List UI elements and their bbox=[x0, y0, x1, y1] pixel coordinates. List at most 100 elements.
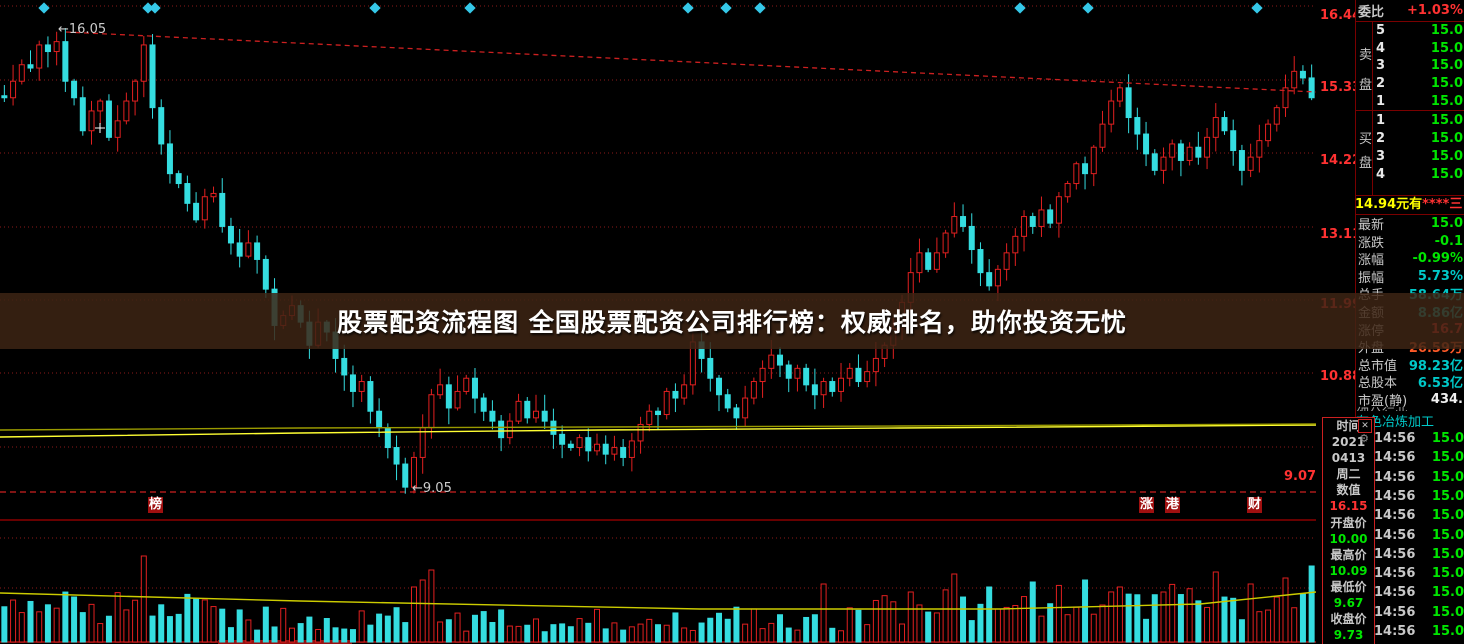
volume-bar bbox=[707, 617, 714, 643]
candle-body bbox=[541, 410, 548, 422]
candle-body bbox=[1273, 107, 1280, 125]
candle-body bbox=[646, 410, 653, 425]
tick-row[interactable]: 14:56 15.0 bbox=[1374, 585, 1464, 600]
tick-price: 15.0 bbox=[1431, 450, 1464, 466]
tick-row[interactable]: 14:56 15.0 bbox=[1374, 624, 1464, 639]
tick-row[interactable]: 14:56 15.0 bbox=[1374, 450, 1464, 465]
panel-line: 9.73 bbox=[1333, 628, 1364, 643]
buy-row[interactable]: 2 15.0 bbox=[1355, 129, 1464, 147]
volume-bar bbox=[62, 591, 69, 643]
candle-body bbox=[977, 249, 984, 274]
volume-bar bbox=[541, 631, 548, 643]
candle-body bbox=[498, 420, 505, 439]
marquee-char: 涨 bbox=[1139, 497, 1155, 513]
candle-body bbox=[36, 44, 43, 69]
panel-line: 2021 bbox=[1331, 435, 1366, 450]
candle-body bbox=[27, 64, 34, 69]
sell-row[interactable]: 4 15.0 bbox=[1355, 40, 1464, 58]
candle-body bbox=[384, 427, 391, 449]
candle-body bbox=[1247, 156, 1254, 171]
volume-bar bbox=[925, 611, 932, 643]
volume-bar bbox=[655, 624, 661, 643]
tick-row[interactable]: 14:56 15.0 bbox=[1374, 547, 1464, 562]
candle-body bbox=[149, 44, 156, 109]
tick-row[interactable]: 14:56 15.0 bbox=[1374, 605, 1464, 620]
volume-bar bbox=[716, 612, 723, 643]
sell-row[interactable]: 3 15.0 bbox=[1355, 57, 1464, 75]
volume-bar bbox=[1195, 600, 1202, 643]
sell-row[interactable]: 5 15.0 bbox=[1355, 22, 1464, 40]
volume-bar bbox=[1265, 609, 1272, 643]
clipped-sector-header: 细分行业 bbox=[1356, 403, 1464, 411]
volume-bar bbox=[428, 569, 435, 643]
volume-bar bbox=[280, 607, 287, 643]
candle-body bbox=[803, 367, 810, 386]
candle-body bbox=[716, 377, 723, 396]
volume-bar bbox=[271, 626, 278, 643]
candle-body bbox=[515, 400, 522, 422]
volume-bar bbox=[1029, 581, 1036, 643]
candle-body bbox=[132, 80, 139, 102]
sell-row[interactable]: 1 15.0 bbox=[1355, 92, 1464, 110]
sell-level: 1 bbox=[1376, 93, 1386, 109]
candle-body bbox=[1082, 163, 1089, 175]
tick-price: 15.0 bbox=[1431, 585, 1464, 601]
volume-bar bbox=[1160, 591, 1167, 643]
volume-bar bbox=[306, 616, 313, 643]
volume-bar bbox=[593, 608, 600, 643]
candle-body bbox=[62, 41, 69, 82]
panel-line: 最高价 bbox=[1330, 547, 1367, 562]
candle-body bbox=[559, 433, 566, 445]
volume-ma-line bbox=[0, 591, 1316, 610]
close-icon[interactable]: ✕ bbox=[1358, 419, 1372, 433]
tick-row[interactable]: 14:56 15.0 bbox=[1374, 431, 1464, 446]
volume-bar bbox=[166, 616, 173, 643]
volume-bar bbox=[567, 626, 574, 643]
volume-bar bbox=[907, 591, 914, 643]
tick-price: 15.0 bbox=[1431, 546, 1464, 562]
volume-bar bbox=[1282, 577, 1289, 643]
volume-bar bbox=[323, 618, 330, 643]
stat-value: -0.1 bbox=[1434, 233, 1463, 249]
candle-body bbox=[1055, 196, 1062, 224]
sell-row[interactable]: 2 15.0 bbox=[1355, 75, 1464, 93]
volume-bar bbox=[960, 596, 967, 643]
candle-body bbox=[759, 367, 766, 383]
candle-body bbox=[1291, 70, 1298, 89]
volume-bar bbox=[1143, 618, 1150, 643]
candle-body bbox=[1265, 123, 1272, 142]
candle-body bbox=[637, 423, 644, 442]
tick-row[interactable]: 14:56 15.0 bbox=[1374, 528, 1464, 543]
volume-bar bbox=[1177, 594, 1184, 643]
sector-link[interactable]: 有色冶炼加工 bbox=[1356, 415, 1435, 430]
gear-icon[interactable]: ⚙ bbox=[1359, 432, 1369, 445]
buy-row[interactable]: 1 15.0 bbox=[1355, 111, 1464, 129]
tick-row[interactable]: 14:56 15.0 bbox=[1374, 566, 1464, 581]
candle-body bbox=[1160, 156, 1167, 171]
candle-body bbox=[358, 381, 365, 392]
candle-body bbox=[1116, 87, 1123, 102]
stat-row: 涨幅 -0.99% bbox=[1355, 250, 1464, 268]
volume-bar bbox=[498, 609, 505, 643]
tick-row[interactable]: 14:56 15.0 bbox=[1374, 508, 1464, 523]
tick-row[interactable]: 14:56 15.0 bbox=[1374, 470, 1464, 485]
candle-body bbox=[916, 252, 923, 274]
candle-body bbox=[733, 407, 740, 419]
buy-row[interactable]: 4 15.0 bbox=[1355, 165, 1464, 183]
volume-bar bbox=[1204, 606, 1211, 643]
volume-bar bbox=[1116, 586, 1123, 643]
volume-bar bbox=[471, 614, 478, 643]
tick-time: 14:56 bbox=[1374, 604, 1416, 620]
news-marquee[interactable]: 14.94元有****三 bbox=[1355, 196, 1464, 214]
price-axis-label: 15.33 bbox=[1320, 80, 1362, 95]
buy-row[interactable]: 3 15.0 bbox=[1355, 147, 1464, 165]
stat-value: 15.0 bbox=[1430, 216, 1463, 232]
tick-row[interactable]: 14:56 15.0 bbox=[1374, 489, 1464, 504]
candle-body bbox=[1221, 117, 1228, 132]
volume-bar bbox=[994, 608, 1001, 643]
candle-body bbox=[1212, 117, 1219, 138]
candle-body bbox=[437, 384, 444, 396]
ma-line bbox=[0, 424, 1316, 438]
candle-body bbox=[193, 202, 200, 221]
tick-time: 14:56 bbox=[1374, 469, 1416, 485]
